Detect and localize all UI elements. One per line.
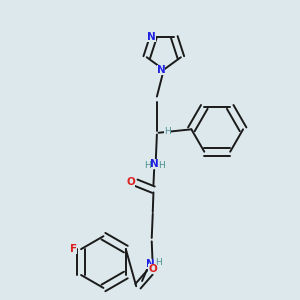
Text: N: N (150, 159, 158, 169)
Text: O: O (148, 264, 157, 274)
Text: N: N (157, 65, 165, 75)
Text: N: N (147, 32, 156, 42)
Text: N: N (146, 259, 155, 269)
Text: O: O (127, 177, 135, 187)
Text: F: F (70, 244, 77, 254)
Text: H: H (158, 161, 164, 170)
Text: H: H (145, 161, 151, 170)
Text: H: H (155, 258, 162, 267)
Text: H: H (164, 127, 171, 136)
